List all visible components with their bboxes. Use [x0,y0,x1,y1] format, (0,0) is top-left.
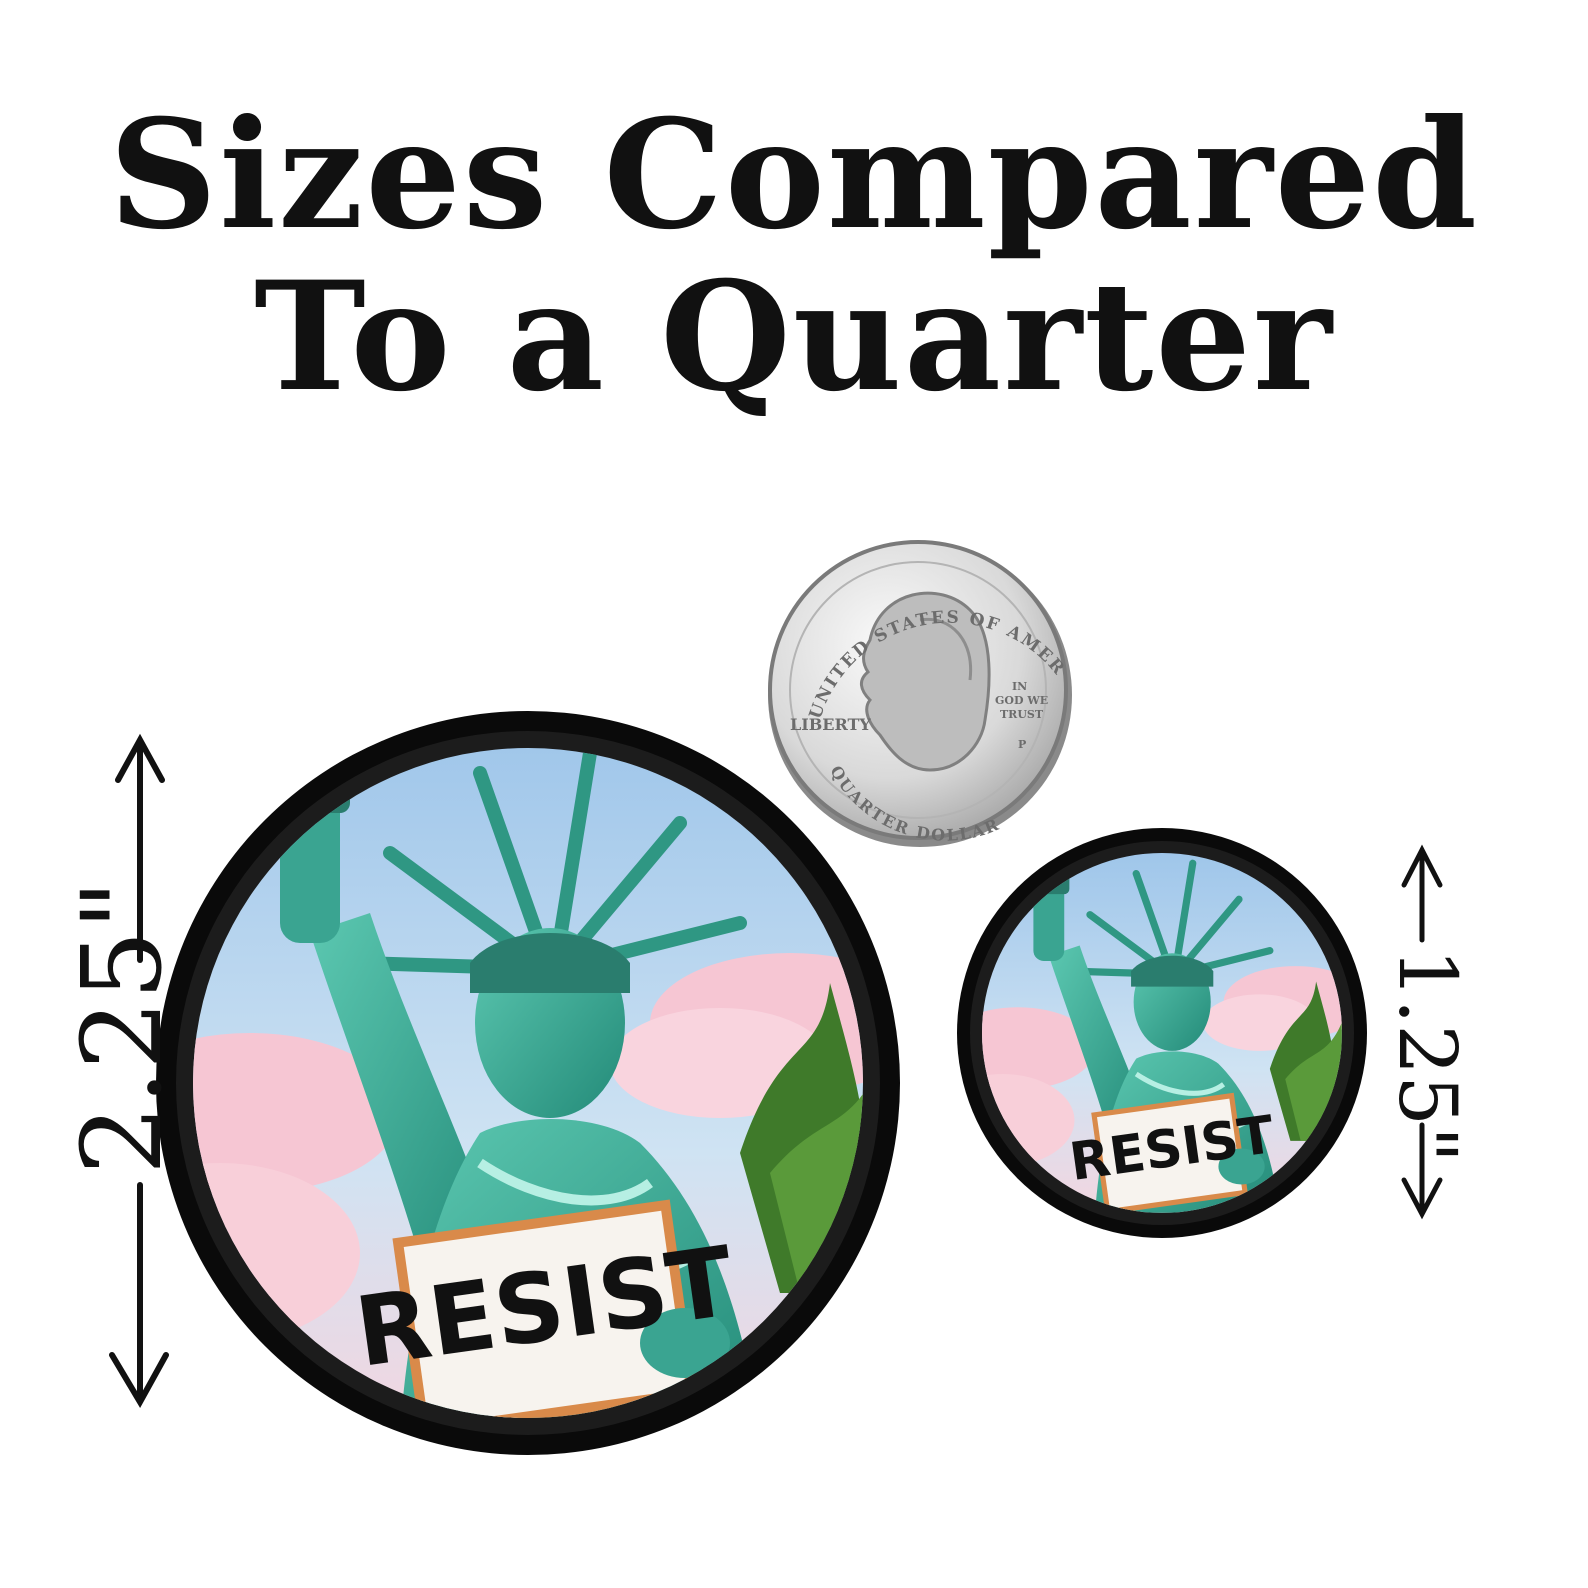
coin-mint-mark: P [1018,738,1026,751]
washington-profile-icon [860,591,991,772]
title-line-1: Sizes Compared [108,87,1480,263]
large-dimension-arrow [109,733,169,1409]
small-dimension-arrow [1401,844,1443,1220]
large-size-label: 2.25" [58,879,186,1175]
small-size-label: 1.25" [1381,948,1474,1163]
svg-text:UNITED STATES OF AMERICA: UNITED STATES OF AMERICA [0,0,1069,722]
coin-motto-2: GOD WE [995,694,1048,707]
large-sticker: RESIST [156,711,900,1455]
small-sticker: RESIST [957,828,1367,1238]
coin-motto-1: IN [1012,680,1027,693]
coin-motto-3: TRUST [1000,708,1044,721]
title-line-2: To a Quarter [254,249,1334,425]
coin-liberty-text: LIBERTY [790,715,871,734]
coin-top-text: UNITED STATES OF AMERICA [0,0,1067,722]
